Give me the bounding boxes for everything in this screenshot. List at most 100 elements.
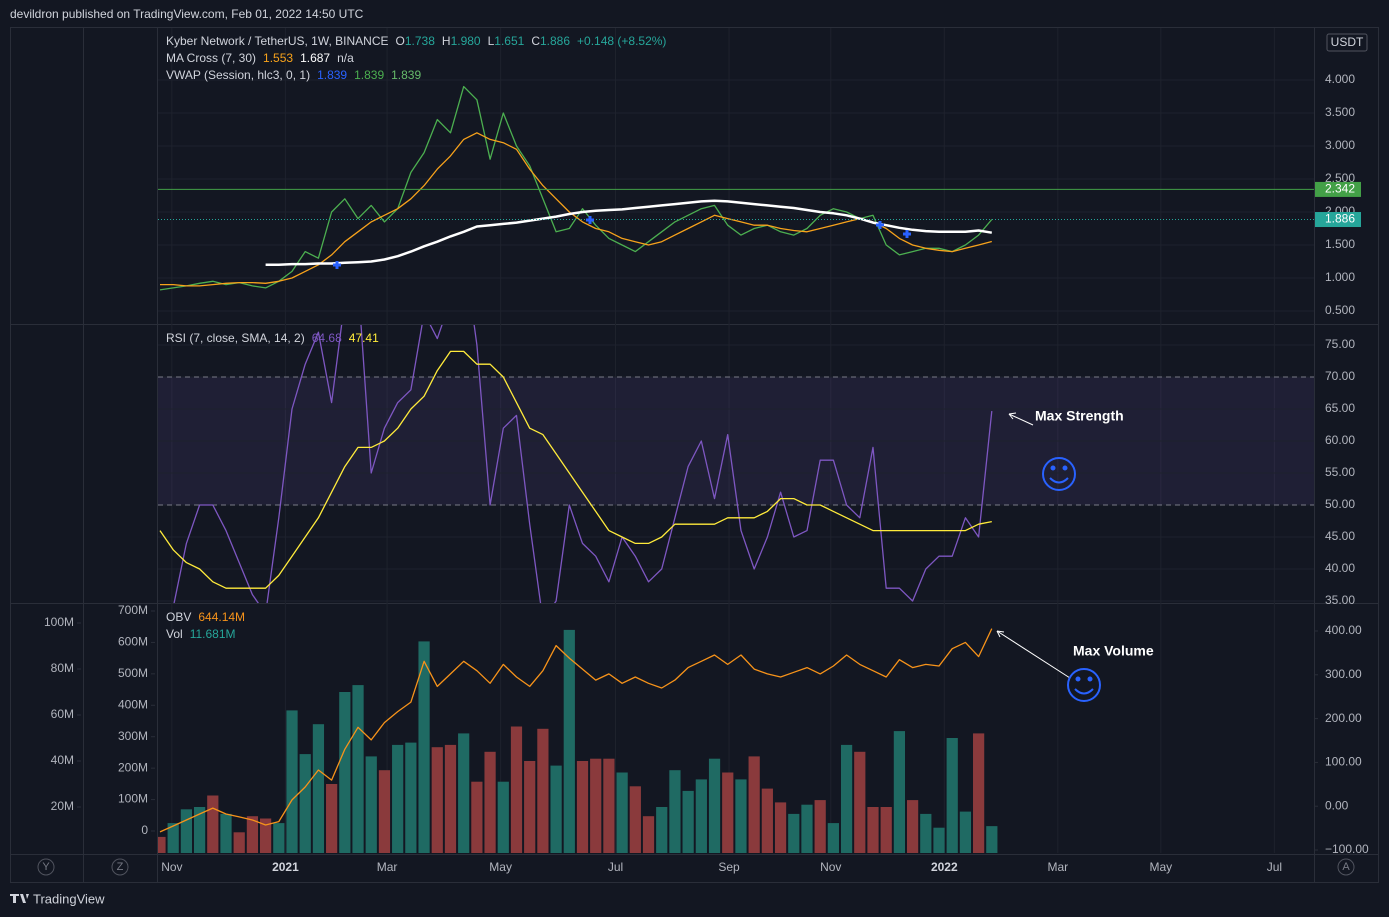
y-tick-label: 70.00 bbox=[1325, 369, 1355, 383]
y-tick-label: 200.00 bbox=[1325, 711, 1362, 725]
volume-bar bbox=[629, 786, 641, 853]
axis-button-label: Y bbox=[42, 861, 50, 873]
price-label-box bbox=[1315, 212, 1361, 228]
chart-layer: Nov 2021 Mar May Jul Sep Nov 2022 Mar May Jul Y Z A 0.… bbox=[37, 28, 1369, 876]
volume-bar bbox=[695, 779, 707, 853]
volume-bar bbox=[180, 809, 192, 853]
arrow-head bbox=[996, 630, 1005, 638]
publisher: devildron published on TradingView.com, … bbox=[10, 7, 364, 21]
y-tick-label: −100.00 bbox=[1325, 842, 1369, 856]
volume-bar bbox=[299, 754, 311, 853]
y-tick-label: 75.00 bbox=[1325, 337, 1355, 351]
volume-bar bbox=[946, 737, 958, 853]
volume-bar bbox=[827, 823, 839, 853]
series-line bbox=[160, 132, 992, 287]
volume-bar bbox=[471, 781, 483, 853]
legend-item: 1.839 bbox=[354, 68, 384, 82]
volume-bar bbox=[158, 836, 166, 853]
legend-row: MA Cross (7, 30) 1.553 1.687 n/a bbox=[166, 51, 354, 65]
volume-bar bbox=[365, 756, 377, 853]
legend-item: 644.14M bbox=[198, 610, 245, 624]
y-tick-label: 60M bbox=[51, 707, 74, 721]
price-label-box bbox=[1315, 181, 1361, 197]
series-line bbox=[159, 628, 993, 833]
legend-item: 1.980 bbox=[451, 34, 481, 48]
pane bbox=[158, 79, 1314, 312]
x-tick-label: May bbox=[1149, 860, 1172, 874]
legend-item: Kyber Network / TetherUS, 1W, BINANCE bbox=[166, 34, 389, 48]
annotation-arrow bbox=[996, 630, 1071, 679]
x-tick-label: 2021 bbox=[272, 860, 299, 874]
legend-item: n/a bbox=[337, 51, 354, 65]
brand: TradingView bbox=[33, 891, 105, 906]
y-tick-label: 60.00 bbox=[1325, 433, 1355, 447]
volume-bar bbox=[418, 641, 430, 853]
legend-item: RSI (7, close, SMA, 14, 2) bbox=[166, 331, 305, 345]
volume-bar bbox=[497, 781, 509, 853]
legend-item: 11.681M bbox=[190, 627, 236, 641]
volume-bar bbox=[722, 772, 734, 853]
y-tick-label: 300.00 bbox=[1325, 667, 1362, 681]
legend-item: OBV bbox=[166, 610, 191, 624]
volume-bar bbox=[233, 832, 245, 853]
volume-bar bbox=[286, 710, 298, 853]
legend-item: 1.738 bbox=[405, 34, 435, 48]
y-tick-label: 65.00 bbox=[1325, 401, 1355, 415]
volume-bar bbox=[326, 783, 338, 853]
volume-bar bbox=[524, 760, 536, 853]
y-tick-label: 50.00 bbox=[1325, 497, 1355, 511]
volume-bar bbox=[973, 733, 985, 853]
price-label: 1.886 bbox=[1325, 212, 1355, 226]
y-tick-label: 40.00 bbox=[1325, 561, 1355, 575]
volume-bar bbox=[761, 788, 773, 853]
volume-bar bbox=[774, 802, 787, 853]
legend-item: 1.687 bbox=[300, 51, 330, 65]
y-tick-label: 100.00 bbox=[1325, 755, 1362, 769]
y-tick-label: 55.00 bbox=[1325, 465, 1355, 479]
y-tick-label: 500M bbox=[118, 666, 148, 680]
volume-bar bbox=[392, 744, 404, 853]
volume-bar bbox=[933, 827, 945, 853]
y-tick-label: 100M bbox=[44, 615, 74, 629]
volume-bar bbox=[708, 758, 721, 853]
cross-markers bbox=[333, 216, 911, 269]
x-tick-label: Nov bbox=[161, 860, 182, 874]
volume-bar bbox=[920, 813, 932, 853]
legend-row: OBV 644.14M bbox=[166, 610, 245, 624]
volume-bar bbox=[801, 804, 813, 853]
x-tick-label: Sep bbox=[718, 860, 740, 874]
annotation-arrow bbox=[1008, 413, 1034, 426]
axis-button[interactable] bbox=[37, 858, 55, 876]
currency-box bbox=[1326, 33, 1368, 52]
legend-item: 47.41 bbox=[349, 331, 379, 345]
x-tick-label: Jul bbox=[608, 860, 623, 874]
volume-bar bbox=[669, 770, 681, 853]
y-tick-label: 400.00 bbox=[1325, 623, 1362, 637]
y-tick-label: 45.00 bbox=[1325, 529, 1355, 543]
legend-item: 64.68 bbox=[312, 331, 342, 345]
axis-button[interactable] bbox=[111, 858, 129, 876]
volume-bar bbox=[484, 751, 496, 853]
volume-bar bbox=[312, 724, 325, 853]
y-tick-label: 0.500 bbox=[1325, 303, 1355, 317]
y-tick-label: 200M bbox=[118, 760, 148, 774]
volume-bar bbox=[273, 823, 285, 853]
series-line bbox=[159, 350, 992, 589]
volume-bar bbox=[656, 806, 668, 853]
volume-bar bbox=[748, 756, 760, 853]
y-tick-label: 0 bbox=[141, 823, 148, 837]
y-tick-label: 400M bbox=[118, 697, 148, 711]
series-line bbox=[173, 325, 993, 603]
axis-button[interactable] bbox=[1337, 858, 1355, 876]
legend-item: Vol bbox=[166, 627, 183, 641]
legend-item: VWAP (Session, hlc3, 0, 1) bbox=[166, 68, 310, 82]
y-tick-label: 4.000 bbox=[1325, 72, 1355, 86]
legend-item: 1.886 bbox=[540, 34, 570, 48]
legend-row: Kyber Network / TetherUS, 1W, BINANCE O1.… bbox=[166, 34, 666, 48]
volume-bar bbox=[854, 751, 866, 853]
y-tick-label: 600M bbox=[118, 635, 148, 649]
volume-bar bbox=[431, 747, 443, 853]
y-tick-label: 35.00 bbox=[1325, 593, 1355, 607]
volume-bar bbox=[167, 823, 179, 853]
